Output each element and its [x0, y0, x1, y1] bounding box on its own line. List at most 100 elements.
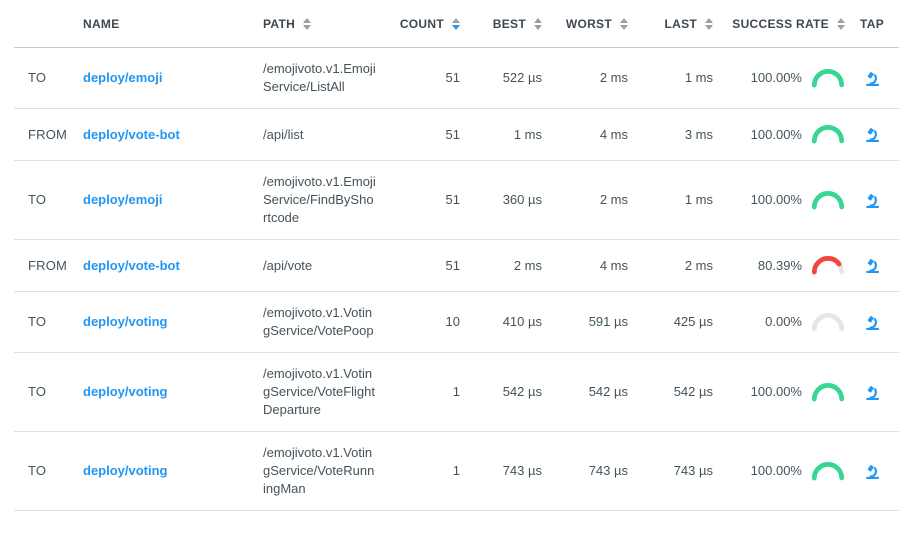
sort-icon[interactable] [303, 17, 312, 30]
path-cell: /api/list [263, 126, 304, 142]
header-tap-label: TAP [859, 16, 884, 31]
sort-icon[interactable] [705, 17, 713, 30]
last-cell: 1 ms [684, 70, 713, 85]
header-best[interactable]: BEST [460, 17, 542, 31]
tap-button[interactable] [862, 312, 883, 333]
table-row: TO deploy/emoji /emojivoto.v1.EmojiServi… [14, 161, 899, 240]
tap-button[interactable] [862, 255, 883, 276]
best-cell: 360 µs [502, 192, 542, 207]
header-path[interactable]: PATH [263, 17, 385, 31]
success-rate-value: 100.00% [750, 192, 802, 207]
worst-cell: 4 ms [599, 257, 628, 273]
sort-icon[interactable] [837, 17, 845, 30]
name-link[interactable]: deploy/vote-bot [83, 257, 180, 273]
tap-button[interactable] [862, 68, 883, 89]
header-tap: TAP [845, 17, 899, 31]
sort-icon[interactable] [620, 17, 628, 30]
last-cell: 542 µs [673, 384, 713, 399]
direction-cell: TO [28, 314, 47, 329]
header-success-rate-label: SUCCESS RATE [732, 16, 829, 31]
table-row: TO deploy/voting /emojivoto.v1.VotingSer… [14, 292, 899, 353]
direction-cell: TO [28, 463, 47, 478]
table-row: TO deploy/emoji /emojivoto.v1.EmojiServi… [14, 48, 899, 109]
best-cell: 743 µs [502, 463, 542, 478]
count-cell: 51 [445, 257, 460, 273]
success-rate-cell: 100.00% [713, 179, 845, 222]
success-rate-value: 100.00% [750, 126, 802, 142]
success-rate-arc [811, 312, 845, 331]
sort-icon[interactable] [452, 17, 460, 30]
success-rate-value: 80.39% [757, 257, 802, 273]
best-cell: 2 ms [513, 257, 542, 273]
path-cell: /emojivoto.v1.EmojiService/FindByShortco… [263, 174, 376, 225]
success-rate-cell: 0.00% [713, 301, 845, 344]
best-cell: 1 ms [513, 126, 542, 142]
tap-icon [864, 314, 881, 331]
success-rate-value: 100.00% [750, 463, 802, 478]
count-cell: 51 [445, 192, 460, 207]
last-cell: 425 µs [673, 314, 713, 329]
worst-cell: 591 µs [588, 314, 628, 329]
tap-button[interactable] [862, 461, 883, 482]
routes-metrics-table: NAME PATH COUNT BEST WORST LAST SUCCESS … [14, 0, 899, 511]
success-rate-cell: 100.00% [713, 57, 845, 100]
direction-cell: FROM [28, 257, 68, 273]
name-link[interactable]: deploy/voting [83, 384, 168, 399]
tap-icon [864, 126, 881, 143]
header-name: NAME [83, 17, 263, 31]
header-success-rate[interactable]: SUCCESS RATE [713, 17, 845, 31]
direction-cell: TO [28, 384, 47, 399]
header-worst[interactable]: WORST [542, 17, 628, 31]
name-link[interactable]: deploy/emoji [83, 192, 163, 207]
name-link[interactable]: deploy/voting [83, 463, 168, 478]
worst-cell: 542 µs [588, 384, 628, 399]
path-cell: /emojivoto.v1.VotingService/VoteFlightDe… [263, 366, 376, 417]
last-cell: 1 ms [684, 192, 713, 207]
success-rate-arc [811, 125, 845, 144]
last-cell: 3 ms [684, 126, 713, 142]
table-row: TO deploy/voting /emojivoto.v1.VotingSer… [14, 353, 899, 432]
success-rate-value: 100.00% [750, 70, 802, 85]
name-link[interactable]: deploy/vote-bot [83, 126, 180, 142]
success-rate-cell: 100.00% [713, 450, 845, 493]
success-rate-arc [811, 190, 845, 209]
tap-icon [864, 384, 881, 401]
tap-button[interactable] [862, 124, 883, 145]
count-cell: 1 [452, 463, 460, 478]
name-link[interactable]: deploy/voting [83, 314, 168, 329]
count-cell: 51 [445, 126, 460, 142]
last-cell: 743 µs [673, 463, 713, 478]
success-rate-value: 0.00% [765, 314, 802, 329]
tap-icon [864, 257, 881, 274]
success-rate-value: 100.00% [750, 384, 802, 399]
path-cell: /emojivoto.v1.VotingService/VotePoop [263, 305, 374, 338]
success-rate-cell: 80.39% [713, 244, 845, 287]
success-rate-arc [811, 68, 845, 87]
header-count-label: COUNT [399, 16, 444, 31]
table-row: FROM deploy/vote-bot /api/list 51 1 ms 4… [14, 109, 899, 161]
tap-button[interactable] [862, 190, 883, 211]
success-rate-cell: 100.00% [713, 113, 845, 156]
table-header-row: NAME PATH COUNT BEST WORST LAST SUCCESS … [14, 0, 899, 48]
tap-icon [864, 70, 881, 87]
header-last[interactable]: LAST [628, 17, 713, 31]
worst-cell: 4 ms [599, 126, 628, 142]
count-cell: 1 [452, 384, 460, 399]
tap-icon [864, 463, 881, 480]
sort-icon[interactable] [534, 17, 542, 30]
header-count[interactable]: COUNT [385, 17, 460, 31]
worst-cell: 2 ms [599, 192, 628, 207]
tap-button[interactable] [862, 382, 883, 403]
header-name-label: NAME [83, 16, 120, 31]
success-rate-arc [811, 461, 845, 480]
header-worst-label: WORST [565, 16, 612, 31]
count-cell: 51 [445, 70, 460, 85]
success-rate-arc [811, 256, 845, 275]
tap-icon [864, 192, 881, 209]
table-row: FROM deploy/vote-bot /api/vote 51 2 ms 4… [14, 240, 899, 292]
header-last-label: LAST [664, 16, 697, 31]
worst-cell: 743 µs [588, 463, 628, 478]
count-cell: 10 [445, 314, 460, 329]
success-rate-arc [811, 382, 845, 401]
name-link[interactable]: deploy/emoji [83, 70, 163, 85]
